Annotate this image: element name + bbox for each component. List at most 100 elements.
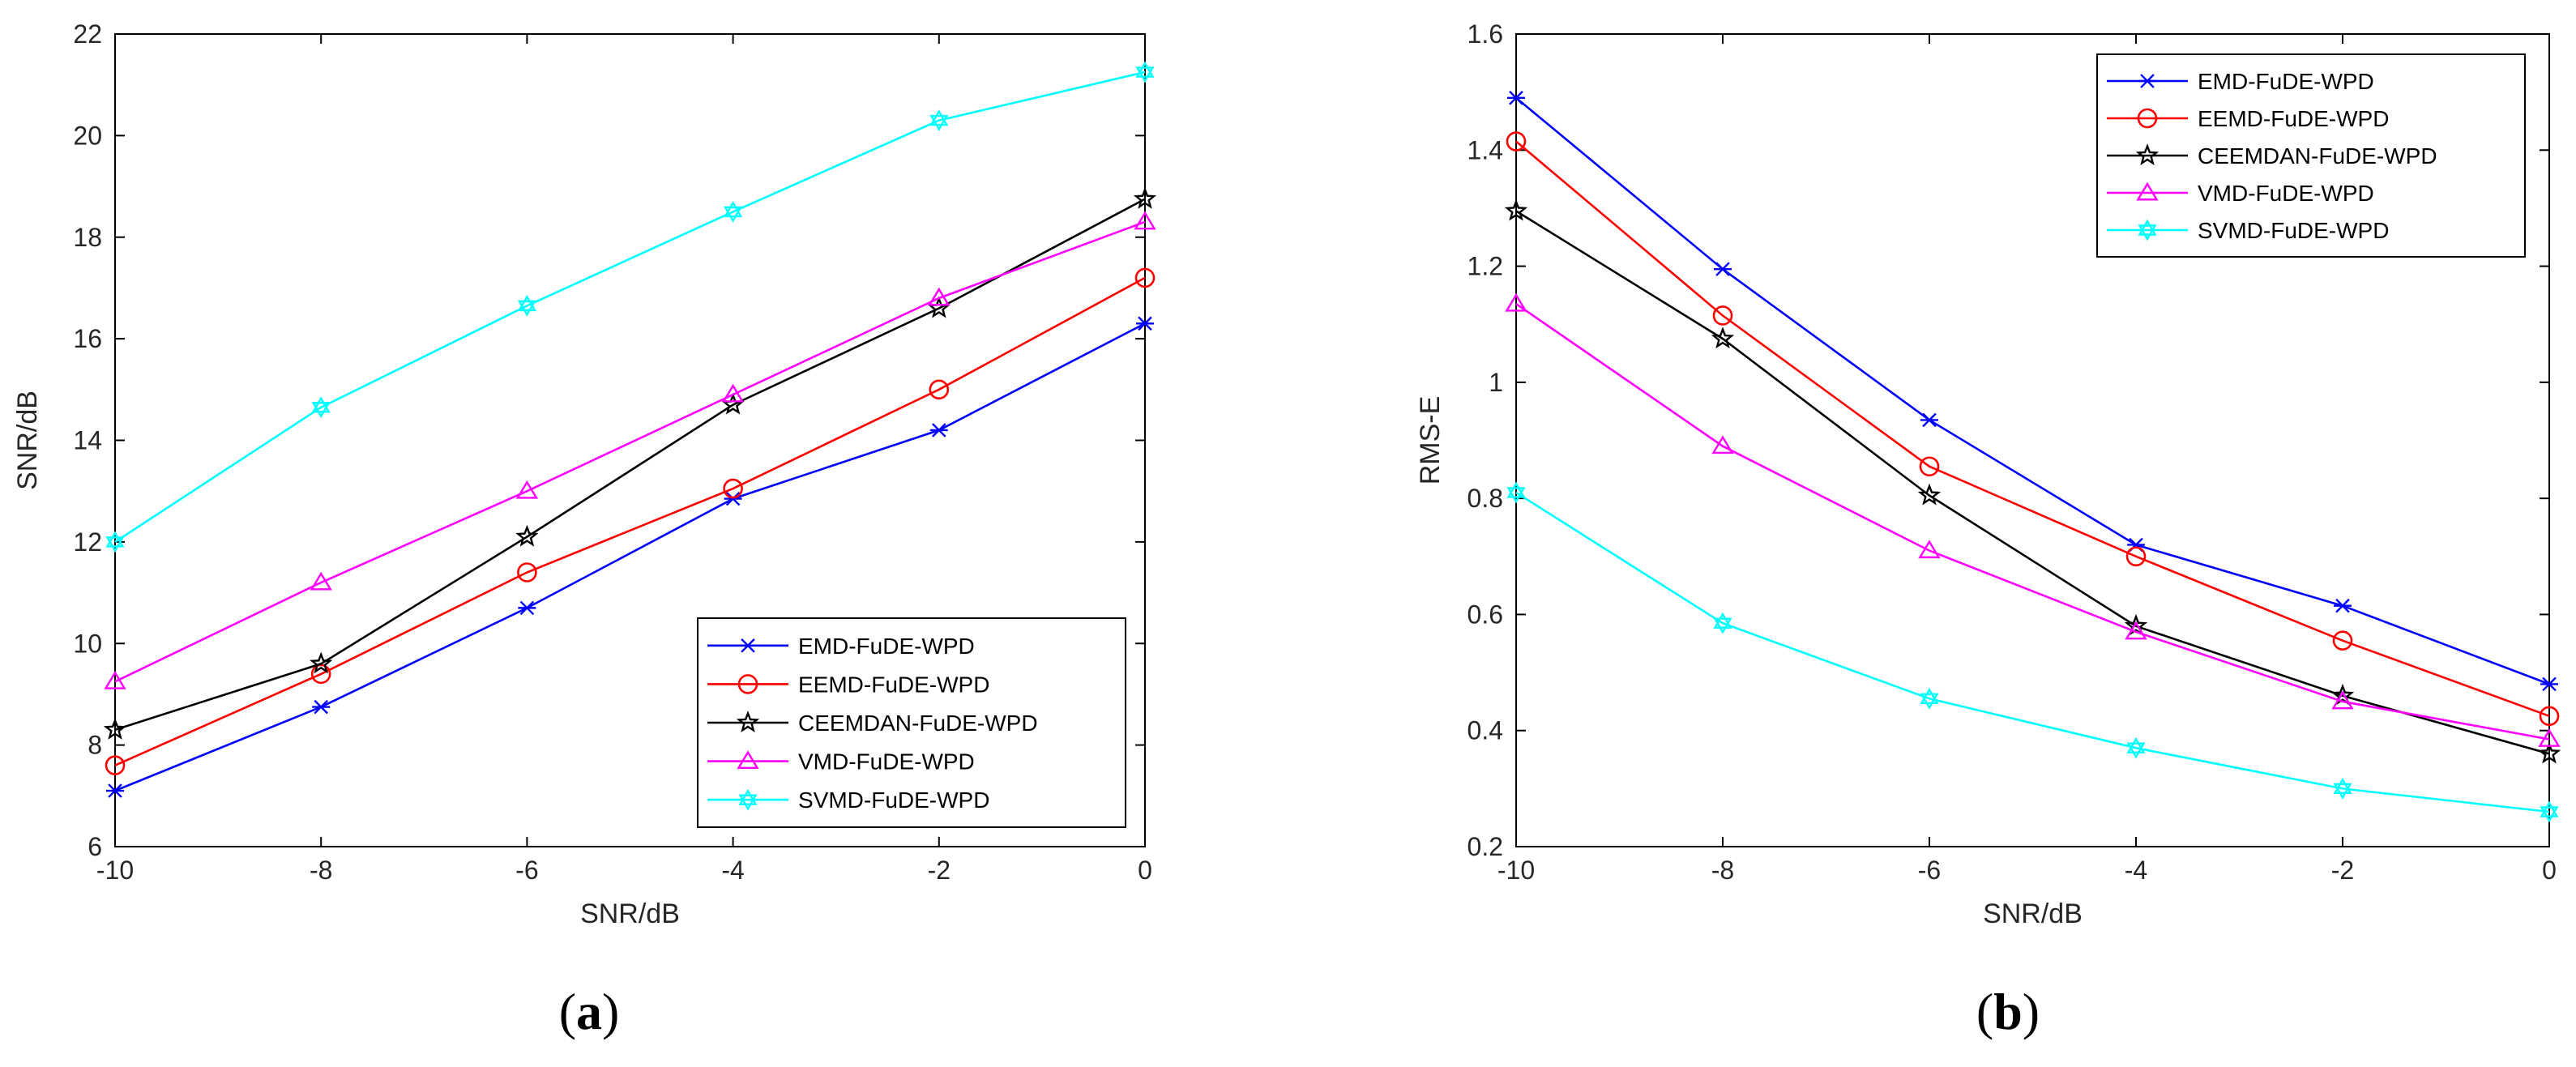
data-point	[2539, 706, 2560, 727]
legend-marker	[2138, 74, 2156, 88]
y-tick-label: 1	[1489, 368, 1503, 397]
chart-panel-b: -10 -8 -6 -4 -2 0 0.2 0.4 0.6 0.8 1 1.2 1.4 1.6 SNR/dB…	[1415, 19, 2561, 1040]
panel-label-paren: (	[559, 983, 576, 1040]
y-tick-label: 12	[73, 527, 102, 557]
x-tick-label: -10	[1497, 856, 1535, 885]
legend-item: EEMD-FuDE-WPD	[2107, 106, 2389, 131]
x-tick-label: -8	[310, 856, 332, 885]
series-line	[1515, 96, 2550, 685]
y-tick-label: 0.2	[1467, 832, 1503, 861]
legend-marker	[2137, 108, 2158, 129]
x-tick-label: -6	[515, 856, 538, 885]
y-tick-label: 1.4	[1467, 135, 1503, 164]
data-point	[723, 201, 743, 223]
series-line	[1515, 491, 2550, 813]
x-tick-label: -10	[96, 856, 134, 885]
legend-label: EEMD-FuDE-WPD	[2198, 106, 2389, 131]
data-point	[312, 699, 331, 715]
y-axis-label: RMS-E	[1415, 396, 1446, 485]
data-point	[2330, 683, 2355, 706]
series-svmd-fude-wpd	[1506, 481, 2559, 823]
data-point	[2540, 676, 2558, 692]
y-tick-label: 6	[88, 832, 102, 861]
data-point	[1136, 316, 1154, 331]
y-tick-label: 10	[73, 629, 102, 658]
legend-item: CEEMDAN-FuDE-WPD	[707, 711, 1038, 736]
x-tick-label: 0	[1138, 856, 1152, 885]
data-point	[310, 651, 333, 674]
data-point	[721, 383, 745, 403]
y-tick-label: 22	[73, 19, 102, 49]
data-point	[2537, 741, 2561, 764]
data-point	[1713, 612, 1732, 634]
data-point	[1134, 267, 1156, 288]
data-point	[2333, 777, 2352, 800]
series-line	[1515, 210, 2550, 755]
legend-label: SVMD-FuDE-WPD	[798, 787, 989, 813]
data-point	[2125, 621, 2147, 640]
data-point	[1712, 305, 1733, 326]
legend-label: CEEMDAN-FuDE-WPD	[798, 711, 1038, 736]
data-point	[1507, 91, 1525, 105]
panel-label-paren: )	[602, 983, 619, 1040]
data-point	[2332, 630, 2353, 651]
data-point	[1505, 292, 1527, 312]
data-point	[1919, 456, 1940, 477]
series-emd-fude-wpd	[106, 316, 1154, 798]
data-point	[2540, 800, 2559, 823]
series-line	[114, 276, 1146, 766]
data-point	[2331, 690, 2354, 710]
series-line	[1515, 140, 2550, 718]
data-point	[518, 600, 536, 616]
legend-item: VMD-FuDE-WPD	[707, 749, 975, 775]
data-point	[1714, 262, 1732, 276]
legend-label: CEEMDAN-FuDE-WPD	[2198, 143, 2437, 169]
legend: EMD-FuDE-WPD EEMD-FuDE-WPD CEEMDAN-FuDE-WP…	[697, 617, 1126, 828]
legend-label: VMD-FuDE-WPD	[2198, 181, 2374, 206]
data-point	[929, 423, 948, 437]
legend-item: SVMD-FuDE-WPD	[707, 787, 989, 813]
legend-label: EMD-FuDE-WPD	[2198, 69, 2374, 94]
x-tick-label: -2	[2331, 856, 2354, 885]
series-line	[1515, 303, 2550, 740]
series-vmd-fude-wpd	[104, 211, 1156, 689]
panel-label: (a)	[559, 983, 620, 1040]
y-tick-label: 18	[73, 223, 102, 252]
panel-label-paren: (	[1976, 983, 1993, 1040]
chart-panel-a: -10 -8 -6 -4 -2 0 6 8 10 12 14 16 18 20 22 SNR/dB SNR/dB…	[12, 19, 1157, 1040]
data-point	[517, 294, 537, 317]
legend-label: VMD-FuDE-WPD	[798, 749, 975, 775]
data-point	[1135, 61, 1155, 83]
legend: EMD-FuDE-WPD EEMD-FuDE-WPD CEEMDAN-FuDE-WP…	[2096, 53, 2526, 258]
legend-item: EEMD-FuDE-WPD	[707, 672, 989, 697]
data-point	[1920, 687, 1939, 710]
y-tick-label: 14	[73, 426, 102, 455]
data-point	[517, 562, 537, 583]
x-axis-label: SNR/dB	[1983, 898, 2083, 929]
data-point	[104, 670, 126, 689]
data-point	[1918, 540, 1941, 559]
data-point	[1506, 481, 1526, 504]
y-tick-label: 1.2	[1467, 252, 1503, 281]
y-tick-label: 1.6	[1467, 19, 1503, 49]
legend-marker	[737, 674, 758, 694]
data-point	[2124, 613, 2148, 636]
y-axis-label: SNR/dB	[12, 391, 43, 490]
data-point	[1917, 483, 1942, 506]
data-point	[311, 396, 331, 419]
data-point	[106, 783, 124, 798]
series-vmd-fude-wpd	[1505, 292, 2561, 747]
y-tick-label: 0.8	[1467, 484, 1503, 513]
panel-label-letter: a	[576, 983, 602, 1040]
legend-marker	[739, 638, 757, 653]
data-point	[928, 287, 951, 306]
y-tick-label: 20	[73, 121, 102, 150]
data-point	[724, 491, 742, 506]
x-tick-label: -6	[1918, 856, 1941, 885]
data-point	[2538, 728, 2561, 747]
panel-label-paren: )	[2023, 983, 2040, 1040]
data-point	[103, 717, 127, 740]
y-tick-label: 8	[88, 731, 102, 760]
data-point	[2126, 736, 2146, 759]
